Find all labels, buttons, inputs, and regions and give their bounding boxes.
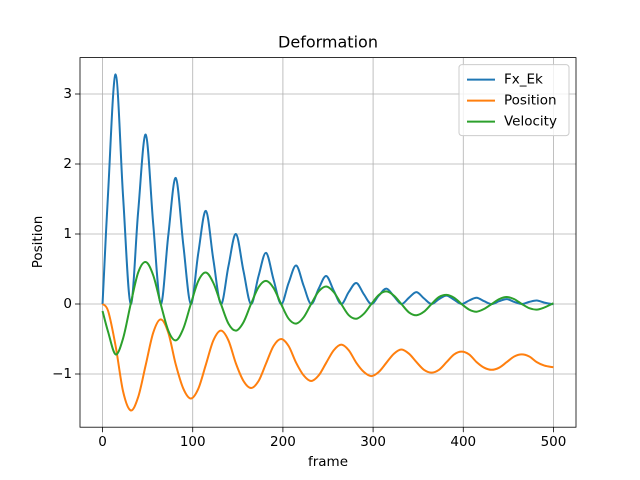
chart-title: Deformation — [278, 33, 378, 52]
legend-label: Velocity — [504, 114, 557, 130]
ticks: 0 100 200 300 400 500 −1 0 1 2 3 — [52, 86, 566, 450]
series-line — [101, 303, 554, 412]
x-tick-label: 100 — [180, 434, 206, 450]
legend-box — [458, 64, 570, 137]
x-tick-label: 400 — [450, 434, 476, 450]
x-tick-label: 0 — [98, 434, 107, 450]
x-tick-label: 200 — [270, 434, 296, 450]
legend-label: Fx_Ek — [504, 72, 543, 88]
series-line — [101, 260, 554, 356]
legend-label: Position — [504, 93, 557, 109]
series-line — [101, 73, 554, 306]
y-axis-label: Position — [30, 216, 46, 269]
y-tick-label: −1 — [52, 366, 72, 382]
y-tick-label: 0 — [63, 296, 72, 312]
legend: Fx_Ek Position Velocity — [458, 64, 570, 137]
x-axis-label: frame — [308, 454, 348, 470]
y-tick-label: 1 — [63, 226, 72, 242]
plot-frame — [79, 57, 577, 428]
y-tick-label: 2 — [63, 156, 72, 172]
x-tick-label: 500 — [541, 434, 567, 450]
y-tick-label: 3 — [63, 86, 72, 102]
x-tick-label: 300 — [360, 434, 386, 450]
